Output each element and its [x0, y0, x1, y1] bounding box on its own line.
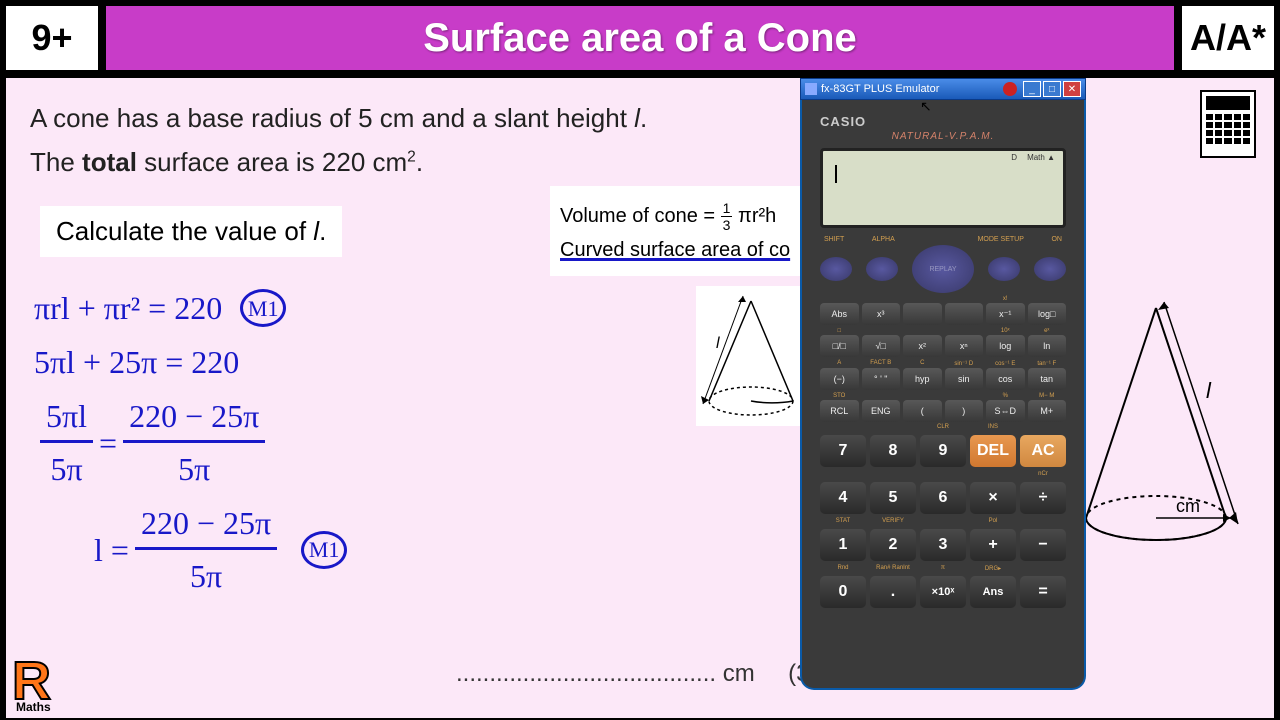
title-bar: Surface area of a Cone	[104, 4, 1176, 72]
abs-button[interactable]: Abs	[820, 303, 859, 325]
formula-box: Volume of cone = 13 πr²h Curved surface …	[550, 186, 810, 276]
sin-button[interactable]: sin	[945, 368, 984, 390]
on-button[interactable]	[1034, 257, 1066, 281]
equals-button[interactable]: =	[1020, 576, 1066, 608]
casio-brand: CASIO	[820, 114, 1074, 129]
key-9[interactable]: 9	[920, 435, 966, 467]
key-8[interactable]: 8	[870, 435, 916, 467]
key-2[interactable]: 2	[870, 529, 916, 561]
window-title-text: fx-83GT PLUS Emulator	[821, 83, 1003, 95]
num-row-2: 4 5 6 × ÷	[820, 482, 1066, 514]
window-titlebar[interactable]: fx-83GT PLUS Emulator _ □ ✕	[800, 78, 1086, 100]
fn-blank1[interactable]	[903, 303, 942, 325]
log-button[interactable]: log	[986, 335, 1025, 357]
square-button[interactable]: x²	[903, 335, 942, 357]
question-prompt: Calculate the value of l.	[40, 206, 342, 257]
cone-diagram-small: l	[696, 286, 806, 426]
multiply-button[interactable]: ×	[970, 482, 1016, 514]
mplus-button[interactable]: M+	[1028, 400, 1067, 422]
svg-text:cm: cm	[1176, 496, 1200, 516]
dms-button[interactable]: ° ' "	[862, 368, 901, 390]
alpha-button[interactable]	[866, 257, 898, 281]
app-icon	[805, 83, 817, 95]
grade-badge-right: A/A*	[1180, 4, 1276, 72]
num-row-1: 7 8 9 DEL AC	[820, 435, 1066, 467]
ln-button[interactable]: ln	[1028, 335, 1067, 357]
close-button[interactable]: ✕	[1063, 81, 1081, 97]
key-4[interactable]: 4	[820, 482, 866, 514]
logbox-button[interactable]: log□	[1028, 303, 1067, 325]
calculator-body: CASIO NATURAL-V.P.A.M. DMath ▲ SHIFTALPH…	[800, 100, 1086, 690]
mode-button[interactable]	[988, 257, 1020, 281]
calculator-icon	[1200, 90, 1256, 158]
sqrt-button[interactable]: √□	[862, 335, 901, 357]
page-title: Surface area of a Cone	[423, 16, 857, 61]
answer-line: ....................................... …	[456, 660, 809, 688]
cube-button[interactable]: x³	[862, 303, 901, 325]
fraction-button[interactable]: □/□	[820, 335, 859, 357]
lcd-cursor	[835, 165, 837, 183]
fn-row-3: (−) ° ' " hyp sin cos tan	[820, 368, 1066, 390]
brand-logo-sub: Maths	[16, 700, 51, 714]
problem-text: A cone has a base radius of 5 cm and a s…	[30, 96, 647, 184]
fn-row-2: □/□ √□ x² xⁿ log ln	[820, 335, 1066, 357]
shift-button[interactable]	[820, 257, 852, 281]
decimal-button[interactable]: .	[870, 576, 916, 608]
eng-button[interactable]: ENG	[862, 400, 901, 422]
calculator-emulator-window[interactable]: fx-83GT PLUS Emulator _ □ ✕ CASIO NATURA…	[800, 78, 1086, 690]
inverse-button[interactable]: x⁻¹	[986, 303, 1025, 325]
ac-button[interactable]: AC	[1020, 435, 1066, 467]
svg-text:l: l	[1206, 378, 1212, 403]
plus-button[interactable]: +	[970, 529, 1016, 561]
negate-button[interactable]: (−)	[820, 368, 859, 390]
fn-row-4: RCL ENG ( ) S⇔D M+	[820, 400, 1066, 422]
cos-button[interactable]: cos	[986, 368, 1025, 390]
handwritten-working: πrl + πr² = 220 M1 5πl + 25π = 220 5πl5π…	[34, 278, 347, 606]
ans-button[interactable]: Ans	[970, 576, 1016, 608]
fn-blank2[interactable]	[945, 303, 984, 325]
num-row-3: 1 2 3 + −	[820, 529, 1066, 561]
key-3[interactable]: 3	[920, 529, 966, 561]
divide-button[interactable]: ÷	[1020, 482, 1066, 514]
key-0[interactable]: 0	[820, 576, 866, 608]
grade-badge-left: 9+	[4, 4, 100, 72]
num-row-4: 0 . ×10ˣ Ans =	[820, 576, 1066, 608]
calc-subtitle: NATURAL-V.P.A.M.	[812, 131, 1074, 142]
minimize-button[interactable]: _	[1023, 81, 1041, 97]
replay-dpad[interactable]: REPLAY	[912, 245, 974, 293]
lcd-screen: DMath ▲	[820, 148, 1066, 228]
key-7[interactable]: 7	[820, 435, 866, 467]
power-button[interactable]: xⁿ	[945, 335, 984, 357]
sd-button[interactable]: S⇔D	[986, 400, 1025, 422]
svg-text:l: l	[716, 335, 720, 352]
cone-diagram-large: l cm	[1076, 288, 1256, 568]
mouse-cursor-icon: ↖	[920, 98, 932, 115]
del-button[interactable]: DEL	[970, 435, 1016, 467]
tan-button[interactable]: tan	[1028, 368, 1067, 390]
exp-button[interactable]: ×10ˣ	[920, 576, 966, 608]
hyp-button[interactable]: hyp	[903, 368, 942, 390]
lparen-button[interactable]: (	[903, 400, 942, 422]
rparen-button[interactable]: )	[945, 400, 984, 422]
rcl-button[interactable]: RCL	[820, 400, 859, 422]
minus-button[interactable]: −	[1020, 529, 1066, 561]
key-1[interactable]: 1	[820, 529, 866, 561]
maximize-button[interactable]: □	[1043, 81, 1061, 97]
fn-row-1: Abs x³ x⁻¹ log□	[820, 303, 1066, 325]
key-5[interactable]: 5	[870, 482, 916, 514]
bug-icon[interactable]	[1003, 82, 1017, 96]
key-6[interactable]: 6	[920, 482, 966, 514]
